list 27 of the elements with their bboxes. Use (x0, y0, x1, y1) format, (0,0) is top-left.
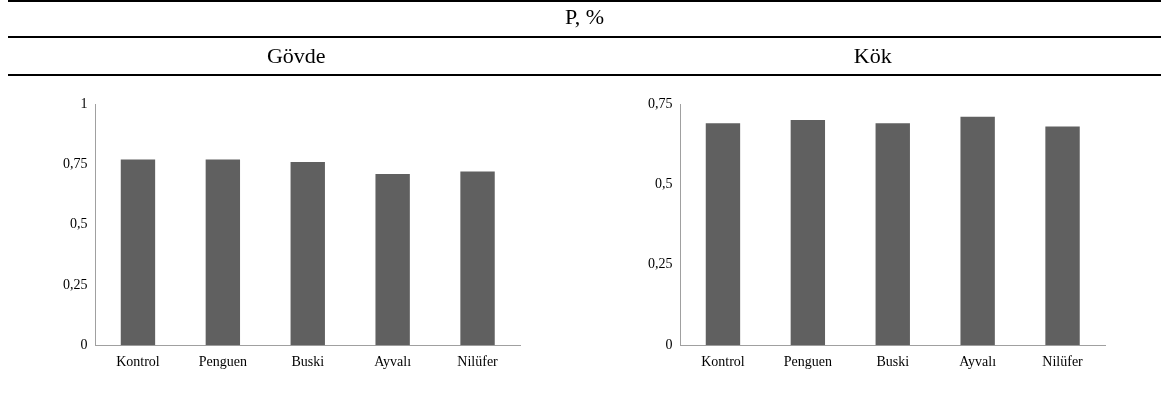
y-tick-label: 0,25 (648, 256, 673, 272)
x-tick-label: Ayvalı (959, 354, 997, 370)
x-tick-label: Buski (291, 354, 325, 370)
x-tick-label: Nilüfer (457, 354, 499, 370)
y-tick-label: 0,5 (655, 176, 673, 192)
y-tick-label: 0 (80, 336, 88, 352)
bar (375, 173, 410, 346)
x-tick-label: Kontrol (116, 354, 160, 370)
x-tick-label: Penguen (198, 354, 247, 370)
x-tick-label: Ayvalı (374, 354, 412, 370)
y-tick-label: 0,5 (70, 216, 88, 232)
y-tick-label: 0,25 (63, 276, 88, 292)
y-tick-label: 0,75 (648, 95, 673, 111)
y-tick-label: 0,75 (63, 155, 88, 171)
bar (205, 159, 241, 346)
chart-title: P, % (563, 3, 606, 31)
x-tick-label: Nilüfer (1042, 354, 1084, 370)
bar (120, 159, 156, 346)
bar (290, 161, 325, 346)
y-tick-label: 0 (665, 336, 673, 352)
x-tick-label: Kontrol (701, 354, 745, 370)
x-tick-label: Penguen (783, 354, 832, 370)
y-tick-label: 1 (80, 95, 88, 111)
chart-subtitle: Kök (852, 42, 893, 70)
x-tick-label: Buski (876, 354, 910, 370)
chart-subtitle: Gövde (265, 42, 327, 70)
bar (460, 171, 495, 346)
